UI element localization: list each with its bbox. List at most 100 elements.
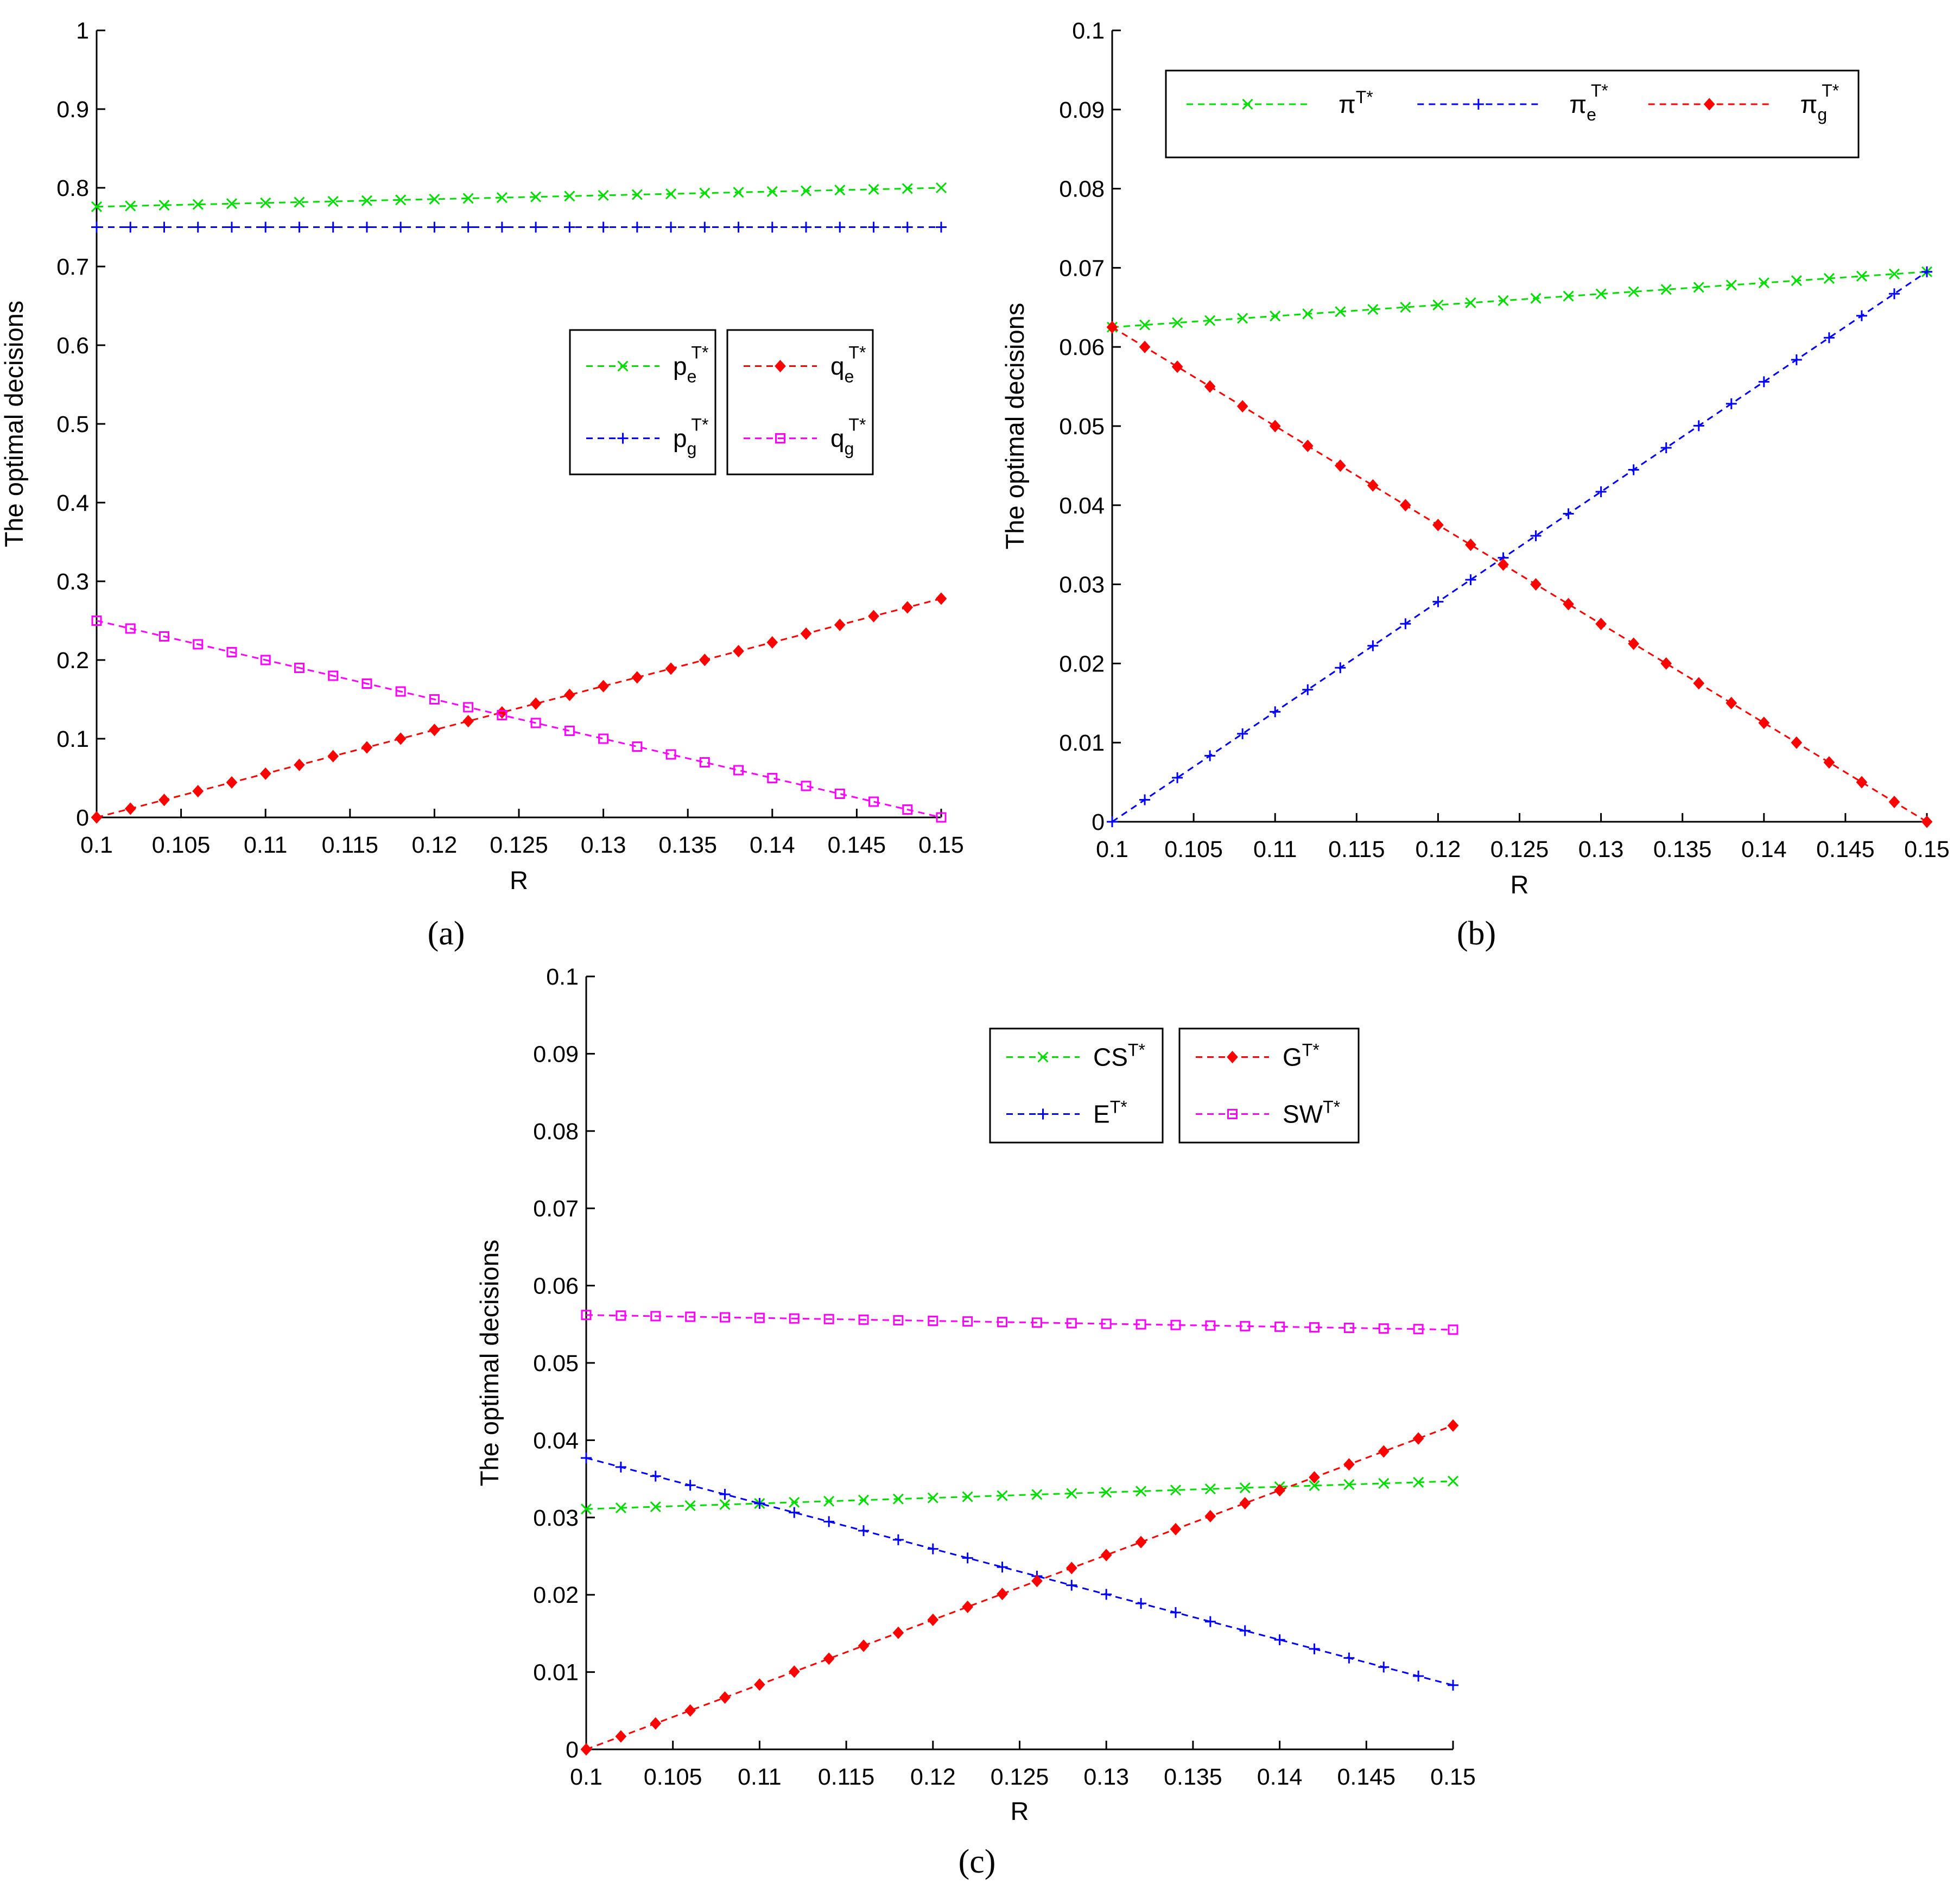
data-point-p_e bbox=[598, 189, 609, 201]
data-point-G bbox=[1274, 1484, 1285, 1497]
data-point-pi bbox=[1172, 317, 1183, 328]
data-point-SW bbox=[1240, 1321, 1251, 1331]
data-point-q_e bbox=[800, 627, 812, 640]
data-point-p_g bbox=[462, 221, 474, 233]
data-point-E bbox=[1136, 1598, 1147, 1609]
data-point-pi_e bbox=[1888, 288, 1900, 300]
axes: 0 0.01 0.02 0.03 0.04 0.05 0.06 0.07 0.08 0.09 0.1… bbox=[1000, 18, 1950, 899]
data-point-CS bbox=[1378, 1477, 1390, 1489]
data-point-pi_e bbox=[1432, 596, 1444, 607]
data-point-q_g bbox=[463, 702, 474, 713]
data-point-pi bbox=[1367, 304, 1379, 315]
data-point-p_e bbox=[327, 195, 339, 207]
series-line-q_g bbox=[96, 620, 942, 819]
data-point-SW bbox=[650, 1311, 661, 1322]
legend-frame bbox=[1178, 1027, 1360, 1144]
data-point-pi_g bbox=[1367, 479, 1379, 492]
y-tick-label: 0.07 bbox=[1059, 255, 1105, 281]
data-point-pi_e bbox=[1791, 354, 1802, 365]
data-point-G bbox=[580, 1743, 592, 1756]
legend-marker-pi_g bbox=[1703, 98, 1715, 111]
x-tick-label: 0.12 bbox=[910, 1764, 956, 1790]
data-point-E bbox=[1170, 1607, 1181, 1618]
x-tick-label: 0.13 bbox=[1578, 836, 1624, 862]
data-point-E bbox=[1239, 1625, 1251, 1636]
y-tick-label: 0.01 bbox=[533, 1660, 579, 1686]
data-point-pi_g bbox=[1432, 518, 1444, 531]
data-point-pi_g bbox=[1856, 776, 1868, 789]
data-point-q_e bbox=[530, 697, 542, 710]
legend-box: peT*pgT* bbox=[569, 329, 716, 475]
data-point-SW bbox=[858, 1314, 869, 1325]
data-point-SW bbox=[754, 1312, 765, 1323]
data-point-pi bbox=[1498, 295, 1509, 306]
data-point-pi_g bbox=[1465, 538, 1476, 551]
data-point-pi_g bbox=[1236, 400, 1248, 413]
data-point-pi bbox=[1595, 288, 1607, 300]
legend-marker-pi_e bbox=[1473, 99, 1484, 110]
data-point-q_e bbox=[259, 767, 271, 780]
data-point-SW bbox=[1378, 1323, 1389, 1334]
data-point-q_e bbox=[834, 618, 846, 631]
data-point-SW bbox=[1309, 1322, 1320, 1333]
data-point-p_e bbox=[294, 196, 305, 208]
data-point-q_g bbox=[699, 757, 710, 767]
y-tick-label: 0.7 bbox=[56, 254, 89, 280]
data-point-p_g bbox=[936, 221, 947, 233]
x-tick-label: 0.11 bbox=[244, 832, 288, 858]
data-point-p_e bbox=[733, 187, 744, 198]
data-point-SW bbox=[1343, 1323, 1354, 1334]
x-tick-label: 0.145 bbox=[828, 832, 886, 858]
data-point-CS bbox=[615, 1502, 626, 1514]
y-tick-label: 0.04 bbox=[533, 1427, 579, 1454]
data-point-q_g bbox=[868, 796, 879, 807]
data-point-CS bbox=[1031, 1489, 1043, 1500]
axes: 0 0.01 0.02 0.03 0.04 0.05 0.06 0.07 0.08 0.09 0.1… bbox=[475, 964, 1476, 1825]
data-point-E bbox=[719, 1489, 731, 1500]
data-point-p_e bbox=[564, 191, 575, 202]
data-point-q_e bbox=[935, 592, 947, 605]
y-tick-label: 0.1 bbox=[1072, 18, 1105, 44]
y-tick-label: 0 bbox=[76, 805, 89, 831]
data-point-G bbox=[858, 1639, 870, 1652]
data-point-CS bbox=[1343, 1479, 1355, 1490]
data-point-SW bbox=[1448, 1324, 1458, 1335]
series-p_e bbox=[91, 182, 947, 212]
data-point-E bbox=[1378, 1661, 1390, 1673]
data-point-pi_e bbox=[1563, 508, 1574, 519]
x-tick-label: 0.145 bbox=[1816, 836, 1875, 862]
data-point-G bbox=[1135, 1536, 1147, 1549]
data-point-p_g bbox=[564, 221, 575, 233]
data-point-q_e bbox=[429, 724, 440, 737]
caption-b: (b) bbox=[1457, 915, 1496, 952]
caption-a: (a) bbox=[428, 915, 465, 952]
y-axis-label: The optimal decisions bbox=[1000, 303, 1029, 550]
x-tick-label: 0.125 bbox=[490, 832, 548, 858]
data-point-E bbox=[962, 1552, 973, 1564]
data-point-pi_e bbox=[1270, 706, 1281, 718]
data-point-SW bbox=[1205, 1320, 1216, 1331]
x-tick-label: 0.14 bbox=[1741, 836, 1787, 862]
data-point-CS bbox=[789, 1496, 800, 1508]
data-point-E bbox=[892, 1534, 904, 1545]
data-point-q_g bbox=[801, 781, 811, 791]
y-tick-label: 0.06 bbox=[533, 1273, 579, 1299]
data-point-p_e bbox=[868, 183, 879, 195]
y-tick-label: 0.08 bbox=[1059, 176, 1105, 202]
data-point-p_e bbox=[496, 192, 508, 204]
data-point-E bbox=[927, 1543, 938, 1555]
data-point-SW bbox=[1136, 1319, 1146, 1330]
data-point-CS bbox=[1309, 1480, 1320, 1492]
data-point-p_g bbox=[496, 221, 508, 233]
data-point-G bbox=[1412, 1432, 1424, 1445]
x-tick-label: 0.14 bbox=[1257, 1764, 1303, 1790]
data-point-G bbox=[719, 1691, 731, 1704]
y-tick-label: 0.3 bbox=[56, 569, 89, 595]
data-point-pi_e bbox=[1726, 398, 1737, 409]
data-point-p_e bbox=[462, 193, 474, 204]
data-point-G bbox=[1343, 1458, 1355, 1471]
data-point-pi_e bbox=[1172, 772, 1183, 783]
data-point-p_e bbox=[766, 186, 778, 198]
data-point-p_e bbox=[125, 200, 136, 212]
